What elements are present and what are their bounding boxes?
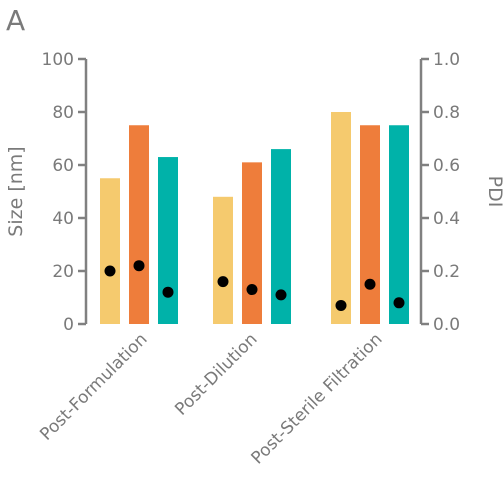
pdi-point	[133, 260, 145, 272]
pdi-point	[275, 289, 287, 301]
bar	[389, 125, 409, 324]
left-tick-label: 80	[52, 103, 74, 123]
right-tick-label: 0.6	[433, 156, 460, 176]
right-tick-label: 0.8	[433, 103, 460, 123]
right-tick-label: 0.4	[433, 209, 460, 229]
pdi-point	[393, 297, 405, 309]
panel-label: A	[6, 4, 25, 37]
left-tick-label: 100	[42, 50, 74, 70]
right-tick-label: 0.0	[433, 315, 460, 335]
bar	[271, 149, 291, 324]
pdi-point	[335, 299, 347, 311]
pdi-points-layer	[104, 260, 405, 311]
pdi-point	[162, 286, 174, 298]
y2-axis-title: PDI	[484, 176, 503, 208]
right-y-ticks: 0.0 0.2 0.4 0.6 0.8 1.0	[421, 50, 460, 335]
bar	[129, 125, 149, 324]
pdi-point	[364, 278, 376, 290]
category-label: Post-Dilution	[171, 329, 261, 419]
pdi-point	[246, 284, 258, 296]
pdi-point	[104, 265, 116, 277]
bars-layer	[100, 112, 409, 324]
category-label: Post-Formulation	[36, 329, 151, 444]
bar	[331, 112, 351, 324]
left-tick-label: 20	[52, 262, 74, 282]
bar	[242, 162, 262, 324]
left-y-ticks: 0 20 40 60 80 100	[42, 50, 86, 335]
pdi-point	[217, 276, 229, 288]
right-tick-label: 1.0	[433, 50, 460, 70]
bar	[158, 157, 178, 324]
left-tick-label: 60	[52, 156, 74, 176]
category-label: Post-Sterile Filtration	[248, 329, 387, 468]
left-tick-label: 40	[52, 209, 74, 229]
right-tick-label: 0.2	[433, 262, 460, 282]
bar	[213, 196, 233, 324]
left-tick-label: 0	[63, 315, 74, 335]
y-axis-title: Size [nm]	[5, 146, 27, 236]
bar	[100, 178, 120, 324]
category-labels: Post-Formulation Post-DilutionPost-Steril…	[36, 329, 386, 468]
bar	[360, 125, 380, 324]
